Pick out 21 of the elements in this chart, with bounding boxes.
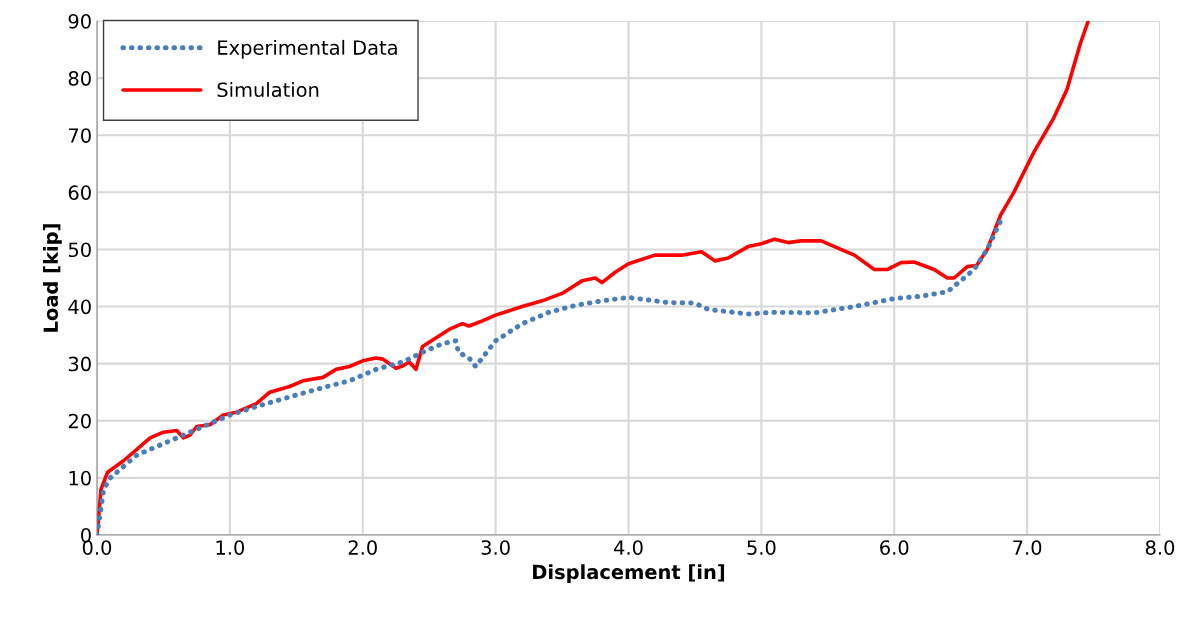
y-tick-label: 90	[68, 13, 91, 29]
y-tick-label: 20	[68, 413, 91, 429]
x-axis-title: Displacement [in]	[533, 564, 725, 584]
y-tick-label: 60	[68, 185, 91, 200]
x-tick-label: 8.0	[1145, 540, 1175, 555]
y-axis-title: Load [kip]	[43, 224, 62, 332]
x-tick-label: 1.0	[216, 540, 245, 555]
x-tick-label: 2.0	[348, 540, 377, 555]
y-tick-label: 40	[68, 299, 91, 315]
x-tick-label: 5.0	[747, 540, 776, 555]
legend-label: Experimental Data	[218, 39, 397, 59]
x-tick-label: 7.0	[1013, 540, 1042, 555]
legend-label: Simulation	[217, 82, 319, 98]
y-tick-label: 50	[68, 242, 91, 258]
y-tick-label: 10	[69, 470, 91, 486]
x-tick-label: 4.0	[613, 540, 643, 555]
y-tick-label: 80	[68, 71, 91, 86]
y-tick-label: 70	[68, 128, 91, 143]
y-tick-label: 30	[68, 356, 91, 372]
x-tick-label: 6.0	[880, 540, 909, 555]
x-tick-label: 3.0	[481, 540, 510, 555]
